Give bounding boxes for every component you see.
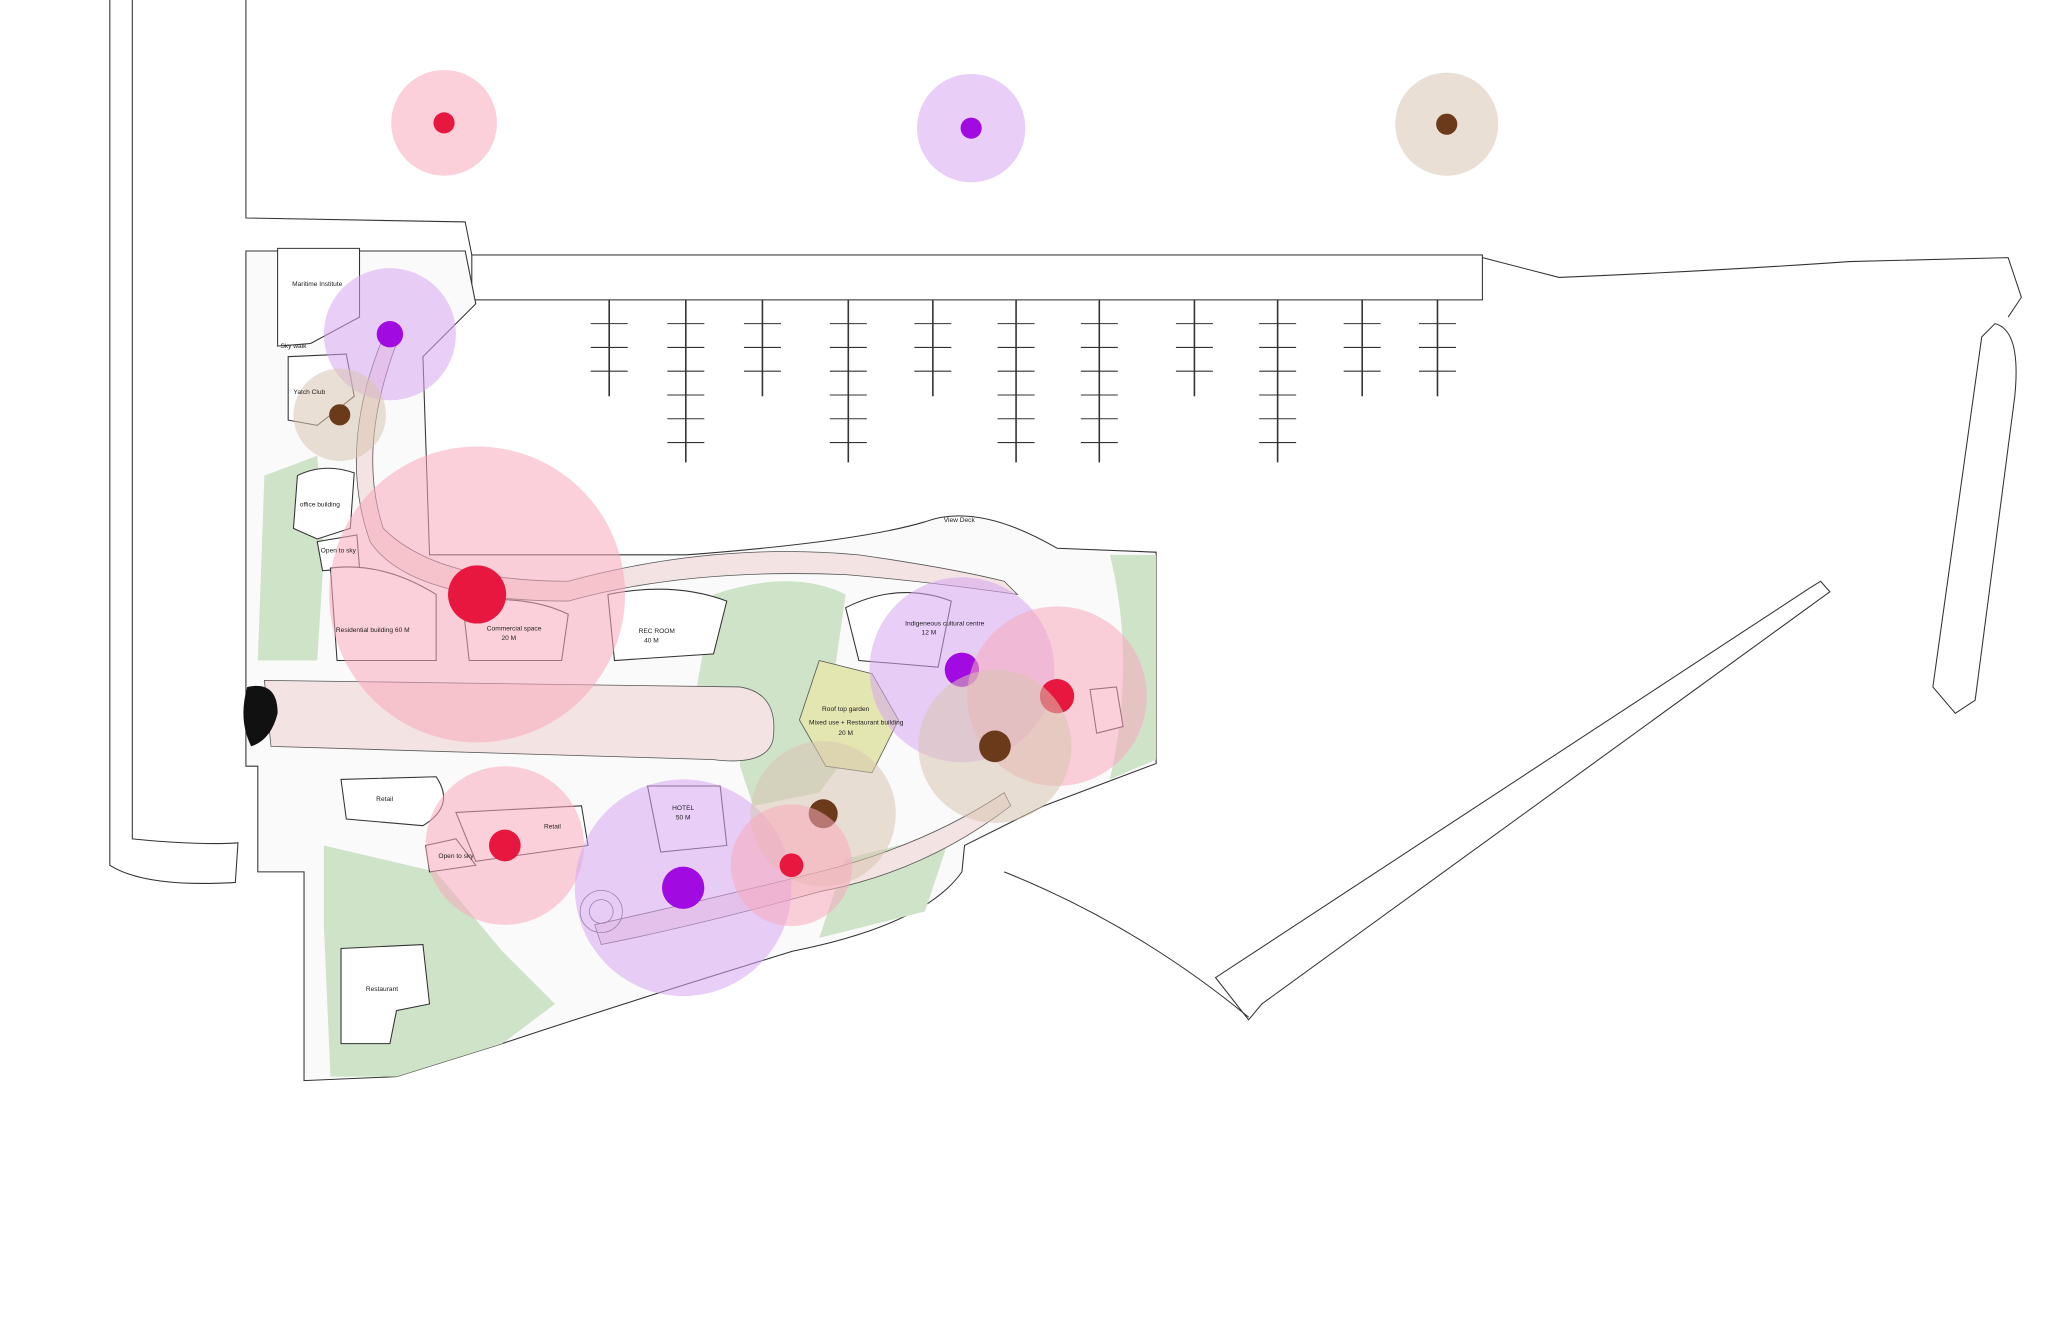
label: Maritime Institute [292,281,343,288]
breakwater [1214,580,1831,1021]
coastline [1003,871,1249,1018]
label: Commercial space [487,626,542,633]
label: Residential building 60 M [336,627,410,634]
label: Yatch Club [293,389,325,396]
label: Open to sky [321,548,357,555]
label: Open to sky [438,853,474,860]
docks [590,299,1456,463]
label: Retail [376,796,393,803]
building [292,467,355,540]
label: Mixed use + Restaurant building [809,719,904,726]
label: HOTEL [672,805,694,812]
label: Retail [544,824,561,831]
label: Sky walk [280,343,307,350]
pond [243,685,278,747]
zone-center [376,321,404,348]
zone-center [433,112,455,134]
coastline [109,0,239,884]
label: 40 M [644,637,659,644]
label: REC ROOM [639,628,675,635]
building [340,943,431,1045]
zone-center [329,404,351,426]
label: 20 M [501,635,516,642]
zone-center [448,565,507,624]
label: View Deck [944,517,976,524]
zone-center [779,853,804,878]
breakwater [1482,257,2022,318]
label: 50 M [676,814,691,821]
building [607,588,728,662]
pier [471,254,1483,301]
label: Restaurant [366,986,398,993]
label: Indigeneous cultural centre [905,620,985,627]
zone-center [662,866,705,909]
zone-center [488,829,521,862]
zone-center [1436,113,1458,135]
zone-center [979,730,1011,763]
label: 12 M [922,630,937,637]
zone-center [960,117,982,139]
label: office building [300,501,341,508]
breakwater [1932,323,2017,715]
zones [293,70,1499,997]
label: Roof top garden [822,706,870,713]
label: 20 M [838,730,853,737]
coastline [245,0,473,256]
